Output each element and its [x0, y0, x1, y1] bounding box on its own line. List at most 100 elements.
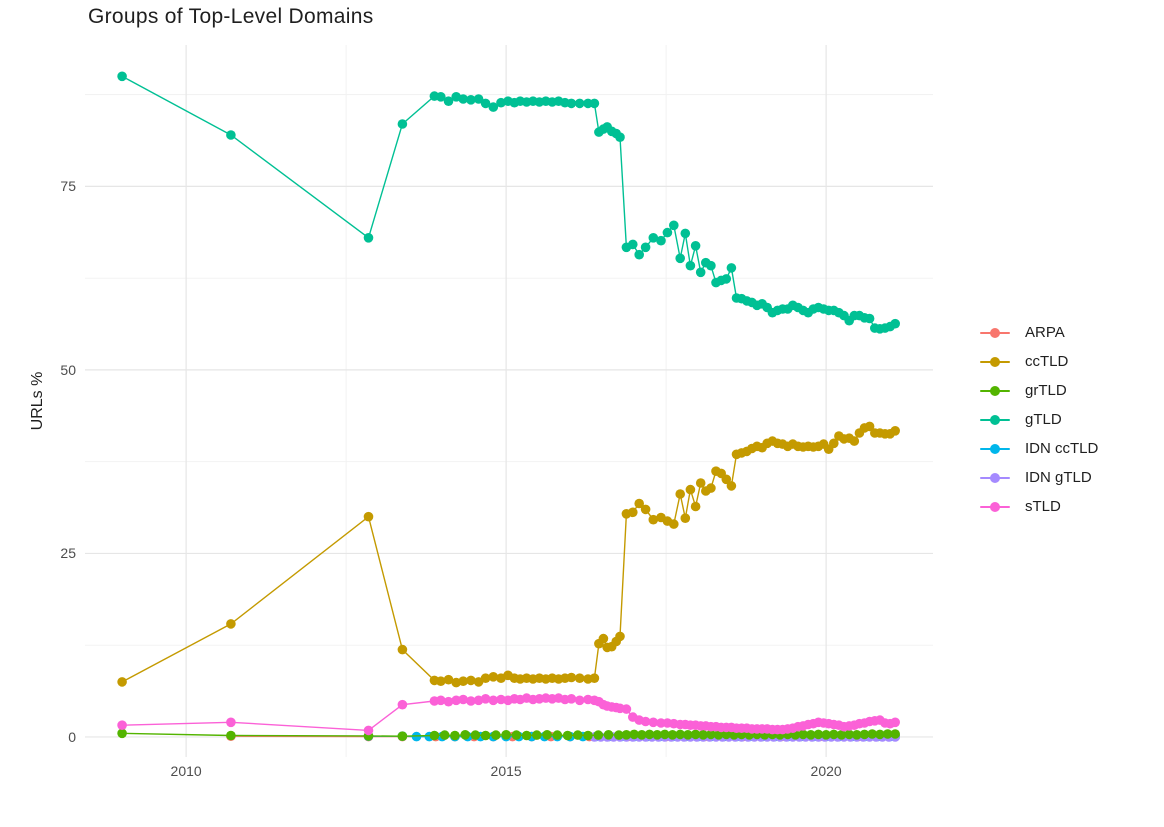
- series-point-gTLD: [640, 242, 651, 253]
- series-point-IDN-ccTLD: [411, 731, 422, 742]
- series-point-gTLD: [566, 98, 577, 109]
- series-point-ccTLD: [466, 675, 476, 686]
- legend-label: IDN gTLD: [1025, 469, 1092, 486]
- series-point-grTLD: [429, 730, 440, 741]
- series-point-grTLD: [882, 729, 893, 739]
- series-point-grTLD: [713, 730, 724, 740]
- y-tick-label: 0: [68, 728, 76, 745]
- legend-key-icon: [978, 469, 1012, 487]
- series-point-gTLD: [890, 318, 900, 329]
- series-point-grTLD: [637, 730, 647, 740]
- series-point-ccTLD: [690, 501, 701, 512]
- chart-title: Groups of Top-Level Domains: [88, 5, 374, 28]
- series-point-grTLD: [470, 730, 481, 740]
- series-point-gTLD: [480, 98, 491, 109]
- series-point-grTLD: [562, 730, 573, 741]
- series-point-gTLD: [675, 253, 685, 264]
- series-point-gTLD: [648, 233, 659, 243]
- series-point-ccTLD: [648, 514, 659, 525]
- series-point-sTLD: [621, 704, 632, 714]
- series-point-ccTLD: [726, 481, 737, 491]
- series-point-sTLD: [648, 717, 659, 728]
- legend-dot-icon: [990, 356, 1000, 367]
- series-point-grTLD: [829, 729, 839, 740]
- series-point-sTLD: [363, 725, 374, 736]
- series-point-grTLD: [552, 730, 563, 740]
- series-point-sTLD: [640, 716, 651, 727]
- series-point-grTLD: [460, 730, 471, 740]
- series-point-sTLD: [436, 695, 446, 706]
- legend-label: sTLD: [1025, 498, 1061, 515]
- legend-key-icon: [978, 498, 1012, 516]
- series-point-gTLD: [473, 94, 484, 104]
- series-point-gTLD: [574, 98, 585, 109]
- series-point-ccTLD: [675, 489, 685, 499]
- series-point-grTLD: [852, 730, 862, 740]
- series-point-ccTLD: [436, 676, 446, 686]
- series-point-grTLD: [660, 729, 670, 740]
- series-point-gTLD: [226, 130, 236, 140]
- series-point-ccTLD: [695, 478, 706, 488]
- series-point-ccTLD: [890, 426, 900, 436]
- series-point-grTLD: [621, 730, 632, 740]
- series-point-grTLD: [675, 729, 685, 740]
- series-line-ccTLD: [121, 425, 896, 684]
- series-point-sTLD: [566, 694, 577, 704]
- series-point-grTLD: [859, 729, 870, 740]
- series-point-ccTLD: [117, 677, 127, 687]
- series-point-grTLD: [644, 729, 655, 740]
- legend-item-IDN-gTLD: IDN gTLD: [978, 463, 1098, 492]
- series-point-sTLD: [443, 696, 454, 707]
- series-point-grTLD: [226, 730, 236, 741]
- series-point-sTLD: [890, 717, 900, 728]
- series-point-ccTLD: [680, 513, 691, 523]
- series-point-gTLD: [685, 260, 696, 271]
- series-point-grTLD: [511, 730, 522, 740]
- series-point-grTLD: [836, 730, 847, 740]
- series-point-gTLD: [690, 241, 701, 251]
- legend: ARPA ccTLD grTLD gTLD IDN ccTLD IDN gTLD sTLD: [978, 318, 1098, 521]
- series-point-grTLD: [573, 730, 583, 740]
- series-point-sTLD: [574, 695, 585, 706]
- series-point-gTLD: [721, 274, 732, 284]
- series-point-sTLD: [480, 694, 491, 704]
- legend-item-gTLD: gTLD: [978, 405, 1098, 434]
- series-point-ccTLD: [598, 633, 609, 644]
- series-point-grTLD: [652, 730, 662, 740]
- legend-dot-icon: [990, 385, 1000, 396]
- series-point-gTLD: [615, 132, 625, 142]
- series-point-ccTLD: [685, 484, 696, 495]
- series-point-gTLD: [706, 260, 716, 271]
- series-point-grTLD: [706, 729, 716, 740]
- legend-item-ARPA: ARPA: [978, 318, 1098, 347]
- legend-label: ccTLD: [1025, 353, 1069, 370]
- series-point-ccTLD: [640, 504, 651, 515]
- series-point-ccTLD: [397, 644, 408, 655]
- series-point-gTLD: [397, 119, 408, 129]
- legend-key-icon: [978, 411, 1012, 429]
- series-point-grTLD: [583, 730, 593, 741]
- series-point-ccTLD: [458, 676, 469, 686]
- series-point-grTLD: [397, 731, 408, 741]
- series-point-ccTLD: [628, 507, 638, 518]
- series-point-gTLD: [628, 239, 638, 250]
- series-point-ccTLD: [615, 631, 625, 642]
- series-point-sTLD: [451, 695, 462, 706]
- series-point-grTLD: [593, 730, 604, 740]
- series-point-gTLD: [589, 98, 600, 109]
- series-point-ccTLD: [363, 511, 374, 522]
- legend-label: IDN ccTLD: [1025, 440, 1099, 457]
- series-point-ccTLD: [443, 674, 454, 685]
- series-point-gTLD: [634, 249, 644, 260]
- series-line-gTLD: [121, 75, 896, 330]
- series-point-ccTLD: [706, 483, 716, 493]
- series-point-gTLD: [662, 227, 673, 238]
- series-point-gTLD: [656, 235, 666, 246]
- series-point-sTLD: [117, 720, 127, 730]
- series-point-sTLD: [466, 696, 476, 706]
- series-point-ccTLD: [566, 672, 577, 683]
- series-point-ccTLD: [574, 673, 585, 683]
- legend-key-icon: [978, 382, 1012, 400]
- series-point-ccTLD: [634, 498, 644, 509]
- series-point-ccTLD: [480, 673, 491, 683]
